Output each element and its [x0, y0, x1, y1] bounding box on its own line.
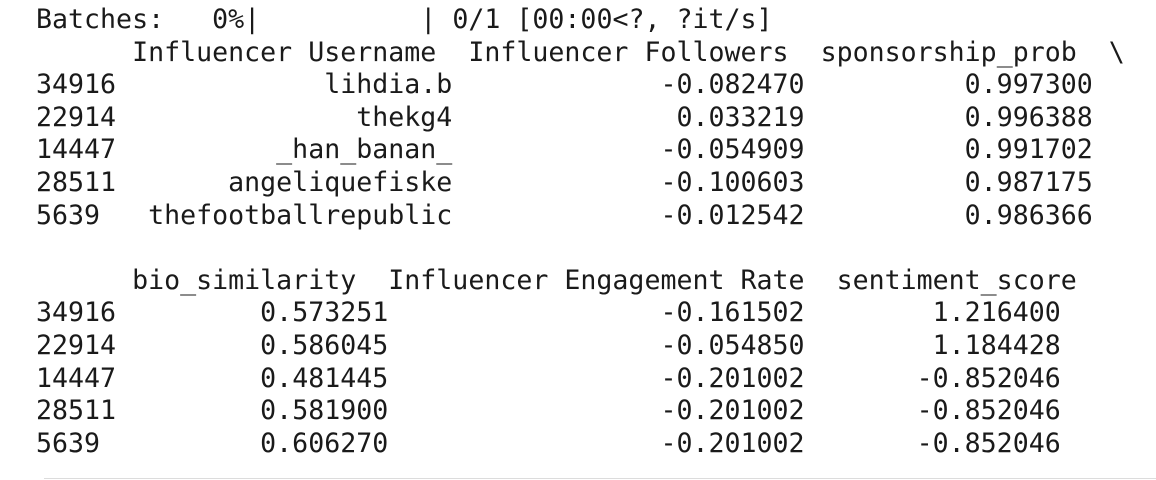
- table-cell: thekg4: [356, 101, 453, 133]
- progress-bar-right-edge: |: [420, 4, 453, 35]
- table-cell: 0.481445: [260, 362, 389, 394]
- table-cell: lihdia.b: [324, 69, 453, 101]
- column-header: sponsorship_prob: [820, 36, 1077, 68]
- table-cell: 0.991702: [964, 134, 1093, 166]
- table1-header: Influencer Username Influencer Followers…: [36, 37, 1125, 70]
- table-cell: -0.082470: [660, 69, 805, 101]
- table-row: 14447 _han_banan_ -0.054909 0.991702: [36, 134, 1125, 167]
- row-index: 28511: [36, 166, 117, 198]
- table-row: 22914 0.586045 -0.054850 1.184428: [36, 330, 1125, 363]
- progress-spacer-1: [164, 4, 212, 35]
- table-cell: -0.012542: [660, 199, 805, 231]
- table-cell: -0.201002: [660, 362, 805, 394]
- table-continuation-marker: \: [1108, 36, 1125, 68]
- table-cell: thefootballrepublic: [148, 199, 453, 231]
- column-header: Influencer Followers: [468, 36, 789, 68]
- row-index: 34916: [36, 69, 117, 101]
- table-cell: 1.184428: [932, 329, 1061, 361]
- table2-header: bio_similarity Influencer Engagement Rat…: [36, 265, 1125, 298]
- row-index: 14447: [36, 134, 117, 166]
- row-index: 22914: [36, 329, 117, 361]
- row-index: 14447: [36, 362, 117, 394]
- table-cell: -0.852046: [916, 362, 1061, 394]
- table-cell: -0.054909: [660, 134, 805, 166]
- table-cell: -0.054850: [660, 329, 805, 361]
- table-row: 34916 0.573251 -0.161502 1.216400: [36, 297, 1125, 330]
- table-cell: 0.987175: [964, 166, 1093, 198]
- table-cell: 0.581900: [260, 395, 389, 427]
- table-row: 28511 angeliquefiske -0.100603 0.987175: [36, 167, 1125, 200]
- table-cell: 0.996388: [964, 101, 1093, 133]
- row-index: 5639: [36, 427, 101, 459]
- progress-bar-left-edge: |: [244, 4, 261, 35]
- progress-timing: [00:00<?, ?it/s]: [516, 4, 773, 35]
- table-row: 34916 lihdia.b -0.082470 0.997300: [36, 69, 1125, 102]
- progress-spacer-2: [500, 4, 516, 35]
- row-index: 34916: [36, 297, 117, 329]
- table-cell: angeliquefiske: [228, 166, 453, 198]
- table-row: 14447 0.481445 -0.201002 -0.852046: [36, 363, 1125, 396]
- table-cell: 0.573251: [260, 297, 389, 329]
- column-header: sentiment_score: [836, 264, 1077, 296]
- column-header: Influencer Username: [132, 36, 437, 68]
- table-cell: _han_banan_: [276, 134, 453, 166]
- table-row: 5639 thefootballrepublic -0.012542 0.986…: [36, 200, 1125, 233]
- table-cell: 0.997300: [964, 69, 1093, 101]
- notebook-cell-output: Batches: 0%| | 0/1 [00:00<?, ?it/s] Infl…: [36, 4, 1125, 460]
- table-cell: -0.201002: [660, 395, 805, 427]
- table-row: 5639 0.606270 -0.201002 -0.852046: [36, 428, 1125, 461]
- blank-line: [36, 232, 1125, 265]
- table-cell: 1.216400: [932, 297, 1061, 329]
- table-cell: -0.852046: [916, 427, 1061, 459]
- table-cell: 0.033219: [676, 101, 805, 133]
- column-header: Influencer Engagement Rate: [388, 264, 805, 296]
- progress-count: 0/1: [452, 4, 501, 35]
- table1-index-header-spacer: [36, 37, 132, 68]
- table-cell: -0.100603: [660, 166, 805, 198]
- row-index: 28511: [36, 395, 117, 427]
- column-header: bio_similarity: [132, 264, 357, 296]
- row-index: 22914: [36, 101, 117, 133]
- table-cell: -0.852046: [916, 395, 1061, 427]
- table-cell: -0.161502: [660, 297, 805, 329]
- row-index: 5639: [36, 199, 101, 231]
- progress-percent: 0%: [212, 4, 245, 35]
- table-cell: -0.201002: [660, 427, 805, 459]
- table-row: 22914 thekg4 0.033219 0.996388: [36, 102, 1125, 135]
- table-cell: 0.986366: [964, 199, 1093, 231]
- table-row: 28511 0.581900 -0.201002 -0.852046: [36, 395, 1125, 428]
- output-divider: [44, 478, 1156, 479]
- progress-bar-line: Batches: 0%| | 0/1 [00:00<?, ?it/s]: [36, 4, 1125, 37]
- table-cell: 0.606270: [260, 427, 389, 459]
- table2-index-header-spacer: [36, 265, 132, 296]
- progress-bar-track: [260, 4, 420, 35]
- progress-label: Batches:: [36, 4, 165, 35]
- table-cell: 0.586045: [260, 329, 389, 361]
